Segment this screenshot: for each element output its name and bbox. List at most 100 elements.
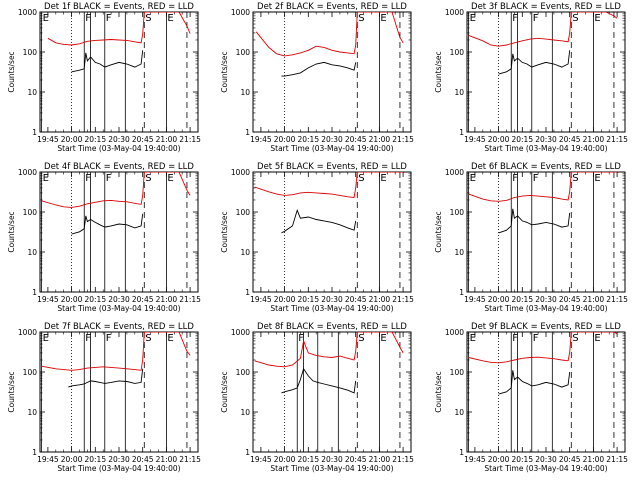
- marker-label: S: [145, 333, 151, 344]
- x-tick-label: 19:45: [37, 295, 59, 304]
- x-tick-label: 20:15: [511, 455, 533, 464]
- detector-panel: Det 4f BLACK = Events, RED = LLD 1 10 100 10…: [7, 162, 201, 313]
- marker-label: E: [43, 333, 49, 344]
- detector-panel: Det 3f BLACK = Events, RED = LLD 1 10 100 10…: [434, 2, 628, 153]
- x-tick-label: 19:45: [37, 135, 59, 144]
- marker-label: F: [533, 13, 539, 24]
- y-tick-label: 100: [236, 48, 251, 57]
- x-tick-label: 19:45: [464, 455, 486, 464]
- x-tick-label: 20:30: [321, 295, 343, 304]
- x-tick-label: 20:30: [108, 455, 130, 464]
- marker-label: E: [43, 173, 49, 184]
- plot-frame: [466, 11, 626, 133]
- lld-line: [468, 12, 618, 47]
- lld-line: [254, 332, 404, 368]
- x-tick-label: 20:15: [84, 455, 106, 464]
- x-tick-label: 20:30: [535, 455, 557, 464]
- x-tick-label: 19:45: [464, 295, 486, 304]
- y-tick-label: 100: [236, 368, 251, 377]
- x-tick-label: 20:30: [108, 135, 130, 144]
- plot-frame: [39, 331, 199, 453]
- marker-label: F: [85, 13, 91, 24]
- x-tick-label: 19:45: [464, 135, 486, 144]
- plot-frame: [39, 11, 199, 133]
- y-tick-label: 1: [245, 128, 250, 137]
- events-line: [498, 50, 571, 75]
- y-tick-label: 1000: [445, 168, 464, 177]
- x-tick-label: 21:00: [369, 295, 391, 304]
- marker-label: E: [594, 173, 600, 184]
- y-tick-label: 1000: [18, 8, 37, 17]
- events-line: [281, 61, 357, 77]
- y-tick-label: 10: [454, 408, 464, 417]
- x-axis-label: Start Time (03-May-04 19:40:00): [270, 304, 393, 313]
- y-tick-label: 1: [32, 288, 37, 297]
- x-tick-label: 20:45: [559, 135, 581, 144]
- x-tick-label: 21:00: [583, 135, 605, 144]
- marker-label: F: [106, 173, 112, 184]
- x-tick-label: 19:45: [250, 455, 272, 464]
- y-tick-label: 1000: [18, 168, 37, 177]
- marker-label: F: [512, 13, 518, 24]
- marker-label: F: [512, 173, 518, 184]
- marker-label: S: [572, 13, 578, 24]
- y-tick-label: 1: [459, 288, 464, 297]
- x-tick-label: 21:15: [179, 295, 201, 304]
- marker-label: F: [533, 333, 539, 344]
- events-line: [281, 208, 357, 234]
- x-tick-label: 21:00: [156, 295, 178, 304]
- y-tick-label: 10: [240, 88, 250, 97]
- y-tick-label: 1000: [445, 8, 464, 17]
- y-tick-label: 100: [450, 48, 465, 57]
- lld-line: [255, 12, 404, 57]
- x-tick-label: 21:15: [392, 135, 414, 144]
- detector-panel: Det 8f BLACK = Events, RED = LLD 1 10 100 10…: [220, 322, 414, 473]
- plot-area: [41, 332, 191, 452]
- x-tick-label: 19:45: [250, 295, 272, 304]
- y-tick-label: 100: [23, 208, 38, 217]
- plot-area: [41, 12, 191, 132]
- y-tick-label: 1: [245, 448, 250, 457]
- y-tick-label: 10: [27, 88, 37, 97]
- plot-area: [254, 332, 404, 452]
- x-tick-label: 21:00: [156, 455, 178, 464]
- panel-title: Det 2f BLACK = Events, RED = LLD: [257, 2, 407, 12]
- events-line: [68, 368, 144, 388]
- plot-area: [254, 172, 404, 292]
- x-tick-label: 20:15: [84, 295, 106, 304]
- lld-line: [468, 332, 618, 364]
- x-axis-label: Start Time (03-May-04 19:40:00): [57, 144, 180, 153]
- x-tick-label: 20:45: [345, 295, 367, 304]
- y-tick-label: 1000: [231, 8, 250, 17]
- x-tick-label: 20:45: [132, 135, 154, 144]
- x-axis-label: Start Time (03-May-04 19:40:00): [57, 304, 180, 313]
- y-tick-label: 100: [23, 368, 38, 377]
- marker-label: F: [512, 333, 518, 344]
- y-axis-label: Counts/sec: [220, 371, 229, 412]
- x-axis-label: Start Time (03-May-04 19:40:00): [57, 464, 180, 473]
- marker-label: E: [470, 13, 476, 24]
- y-axis-label: Counts/sec: [220, 211, 229, 252]
- marker-label: F: [85, 333, 91, 344]
- x-tick-label: 20:30: [321, 455, 343, 464]
- x-tick-label: 20:30: [108, 295, 130, 304]
- y-axis-label: Counts/sec: [434, 51, 443, 92]
- lld-line: [468, 172, 618, 202]
- y-tick-label: 10: [27, 408, 37, 417]
- marker-label: F: [106, 13, 112, 24]
- panel-title: Det 1f BLACK = Events, RED = LLD: [44, 2, 194, 12]
- marker-label: E: [43, 13, 49, 24]
- x-tick-label: 19:45: [37, 455, 59, 464]
- x-axis-label: Start Time (03-May-04 19:40:00): [270, 144, 393, 153]
- y-axis-label: Counts/sec: [7, 371, 16, 412]
- panel-title: Det 5f BLACK = Events, RED = LLD: [257, 162, 407, 172]
- plot-frame: [252, 11, 412, 133]
- marker-label: S: [145, 173, 151, 184]
- y-tick-label: 10: [240, 408, 250, 417]
- x-tick-label: 20:15: [84, 135, 106, 144]
- y-axis-label: Counts/sec: [7, 51, 16, 92]
- y-axis-label: Counts/sec: [434, 371, 443, 412]
- y-tick-label: 10: [27, 248, 37, 257]
- y-tick-label: 1: [32, 448, 37, 457]
- x-tick-label: 20:45: [559, 455, 581, 464]
